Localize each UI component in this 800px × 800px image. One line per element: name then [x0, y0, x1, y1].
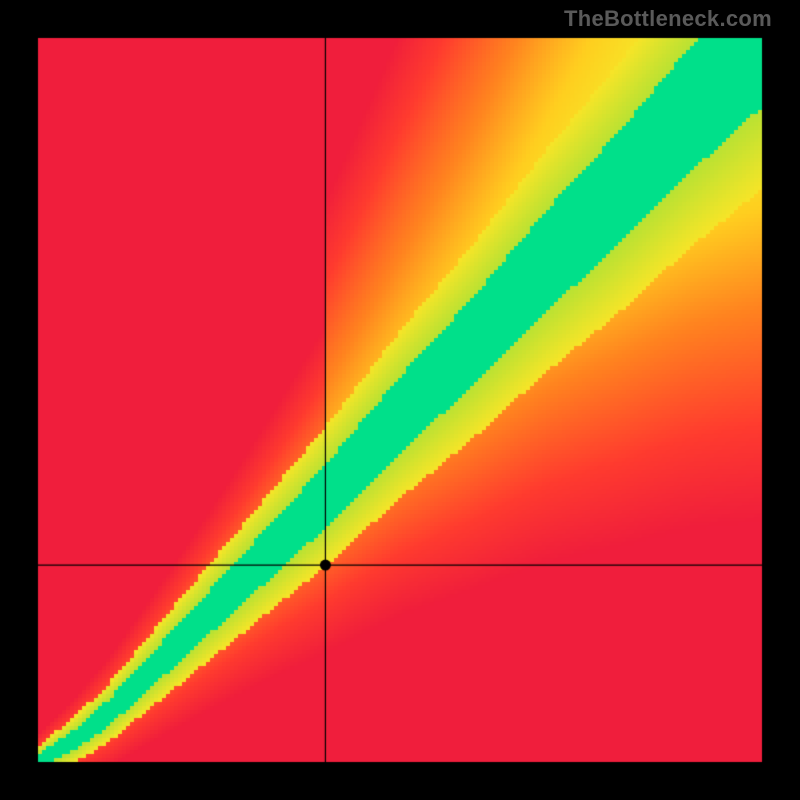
chart-container: TheBottleneck.com [0, 0, 800, 800]
watermark-text: TheBottleneck.com [564, 6, 772, 32]
heatmap-canvas [0, 0, 800, 800]
